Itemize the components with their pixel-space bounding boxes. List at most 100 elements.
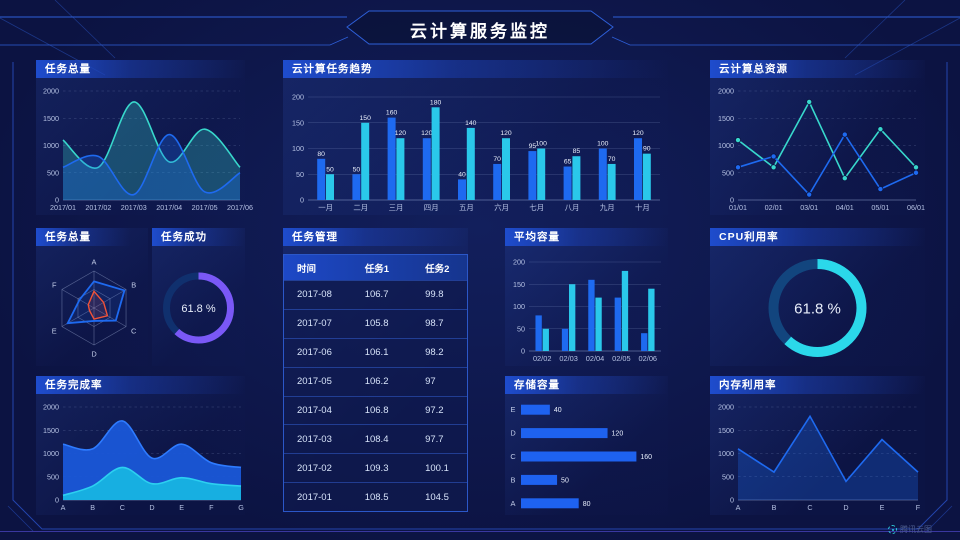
table-row: 2017-01 108.5 104.5 <box>284 482 467 511</box>
svg-text:0: 0 <box>730 496 734 505</box>
panel-title-avg-capacity: 平均容量 <box>505 228 668 246</box>
svg-text:61.8 %: 61.8 % <box>794 300 841 317</box>
panel-title-storage-capacity: 存储容量 <box>505 376 668 394</box>
svg-text:A: A <box>61 503 66 512</box>
svg-text:02/05: 02/05 <box>612 354 631 363</box>
memory-usage-line-chart: 0 500 1000 1500 2000 A B C D E F <box>710 398 925 515</box>
table-cell: 99.8 <box>425 289 444 301</box>
svg-text:40: 40 <box>458 171 466 178</box>
svg-text:140: 140 <box>465 120 477 127</box>
svg-text:05/01: 05/01 <box>871 203 889 212</box>
table-body: 2017-08 106.7 99.8 2017-07 105.8 98.7 2017-06 1… <box>284 280 467 511</box>
svg-text:70: 70 <box>608 156 616 163</box>
svg-text:D: D <box>510 429 515 438</box>
svg-text:0: 0 <box>300 196 304 205</box>
panel-storage-capacity: 存储容量 E 40 D 120 C 160 B 50 A 80 <box>505 376 668 515</box>
svg-text:50: 50 <box>353 166 361 173</box>
svg-text:1000: 1000 <box>718 141 734 150</box>
svg-text:2000: 2000 <box>718 87 734 96</box>
table-header-row: 时间 任务1 任务2 <box>284 255 467 280</box>
panel-title-memory-usage: 内存利用率 <box>710 376 925 394</box>
table-row: 2017-02 109.3 100.1 <box>284 453 467 483</box>
svg-text:150: 150 <box>292 118 304 127</box>
panel-title-total-resources: 云计算总资源 <box>710 60 925 78</box>
svg-text:02/06: 02/06 <box>639 354 658 363</box>
table-row: 2017-05 106.2 97 <box>284 366 467 396</box>
svg-text:E: E <box>880 503 885 512</box>
panel-task-radar: 任务总量 A B C D E F <box>36 228 148 366</box>
svg-text:500: 500 <box>47 472 59 481</box>
panel-title-task-total: 任务总量 <box>36 60 245 78</box>
table-row: 2017-03 108.4 97.7 <box>284 424 467 454</box>
svg-text:B: B <box>772 503 777 512</box>
avg-capacity-bar-chart: 0 50 100 150 200 02/02 02/03 02/04 02/05 02/06 <box>505 250 668 366</box>
svg-text:B: B <box>131 281 136 290</box>
table-cell: 105.8 <box>364 318 389 330</box>
column-header-task2: 任务2 <box>425 263 450 275</box>
table-cell: 2017-03 <box>297 433 332 445</box>
panel-title-completion-rate: 任务完成率 <box>36 376 245 394</box>
svg-text:D: D <box>843 503 848 512</box>
table-cell: 2017-08 <box>297 289 332 301</box>
svg-text:61.8 %: 61.8 % <box>181 303 215 315</box>
svg-text:500: 500 <box>722 472 734 481</box>
svg-text:04/01: 04/01 <box>836 203 854 212</box>
svg-text:50: 50 <box>326 166 334 173</box>
svg-text:1500: 1500 <box>718 426 734 435</box>
svg-text:100: 100 <box>292 144 304 153</box>
svg-text:E: E <box>179 503 184 512</box>
panel-task-total-line: 任务总量 0 500 1000 1500 2000 2017/01 2017/02 2017/… <box>36 60 253 215</box>
svg-text:01/01: 01/01 <box>729 203 747 212</box>
svg-text:02/02: 02/02 <box>533 354 552 363</box>
svg-text:五月: 五月 <box>459 203 474 212</box>
svg-text:120: 120 <box>500 130 512 137</box>
panel-task-management: 任务管理 时间 任务1 任务2 2017-08 106.7 99.8 2017-07 1… <box>283 228 468 514</box>
svg-text:95: 95 <box>529 143 537 150</box>
table-cell: 2017-07 <box>297 318 332 330</box>
table-cell: 2017-02 <box>297 462 332 474</box>
svg-text:120: 120 <box>632 130 644 137</box>
svg-text:2017/02: 2017/02 <box>85 203 111 212</box>
svg-text:B: B <box>90 503 95 512</box>
table-cell: 2017-01 <box>297 491 332 503</box>
svg-text:C: C <box>120 503 125 512</box>
svg-text:九月: 九月 <box>600 203 615 212</box>
storage-capacity-hbar-chart: E 40 D 120 C 160 B 50 A 80 <box>505 398 668 515</box>
table-cell: 100.1 <box>425 462 449 474</box>
svg-text:七月: 七月 <box>529 203 544 212</box>
svg-text:G: G <box>238 503 244 512</box>
table-cell: 106.7 <box>364 289 389 301</box>
svg-text:F: F <box>916 503 921 512</box>
table-cell: 97.2 <box>425 404 444 416</box>
total-resources-line-chart: 0 500 1000 1500 2000 01/01 02/01 03/01 04/01 05/0… <box>710 82 925 215</box>
column-header-time: 时间 <box>297 263 317 275</box>
table-cell: 2017-06 <box>297 347 332 359</box>
table-cell: 97.7 <box>425 433 444 445</box>
svg-text:B: B <box>511 475 516 484</box>
panel-total-resources: 云计算总资源 0 500 1000 1500 2000 01/01 02/01 03/01 04… <box>710 60 925 215</box>
svg-text:2017/01: 2017/01 <box>50 203 76 212</box>
svg-text:六月: 六月 <box>494 203 509 212</box>
panel-memory-usage: 内存利用率 0 500 1000 1500 2000 A B C D E F <box>710 376 925 515</box>
svg-text:150: 150 <box>360 115 372 122</box>
svg-text:0: 0 <box>521 347 525 356</box>
panel-title-task-radar: 任务总量 <box>36 228 131 246</box>
table-cell: 106.8 <box>364 404 389 416</box>
svg-text:100: 100 <box>597 141 609 148</box>
cpu-usage-gauge: 61.8 % <box>710 250 925 366</box>
svg-text:1500: 1500 <box>718 114 734 123</box>
svg-text:F: F <box>52 281 57 290</box>
svg-text:160: 160 <box>386 110 398 117</box>
svg-text:50: 50 <box>561 477 569 484</box>
table-cell: 98.2 <box>425 347 444 359</box>
panel-completion-rate: 任务完成率 0 500 1000 1500 2000 A B C D E F G <box>36 376 245 515</box>
svg-text:80: 80 <box>583 501 591 508</box>
svg-text:85: 85 <box>573 148 581 155</box>
svg-text:120: 120 <box>421 130 433 137</box>
svg-text:一月: 一月 <box>318 203 333 212</box>
table-cell: 108.5 <box>364 491 389 503</box>
table-cell: 97 <box>425 376 436 388</box>
table-cell: 104.5 <box>425 491 449 503</box>
svg-text:03/01: 03/01 <box>800 203 818 212</box>
svg-text:E: E <box>511 405 516 414</box>
